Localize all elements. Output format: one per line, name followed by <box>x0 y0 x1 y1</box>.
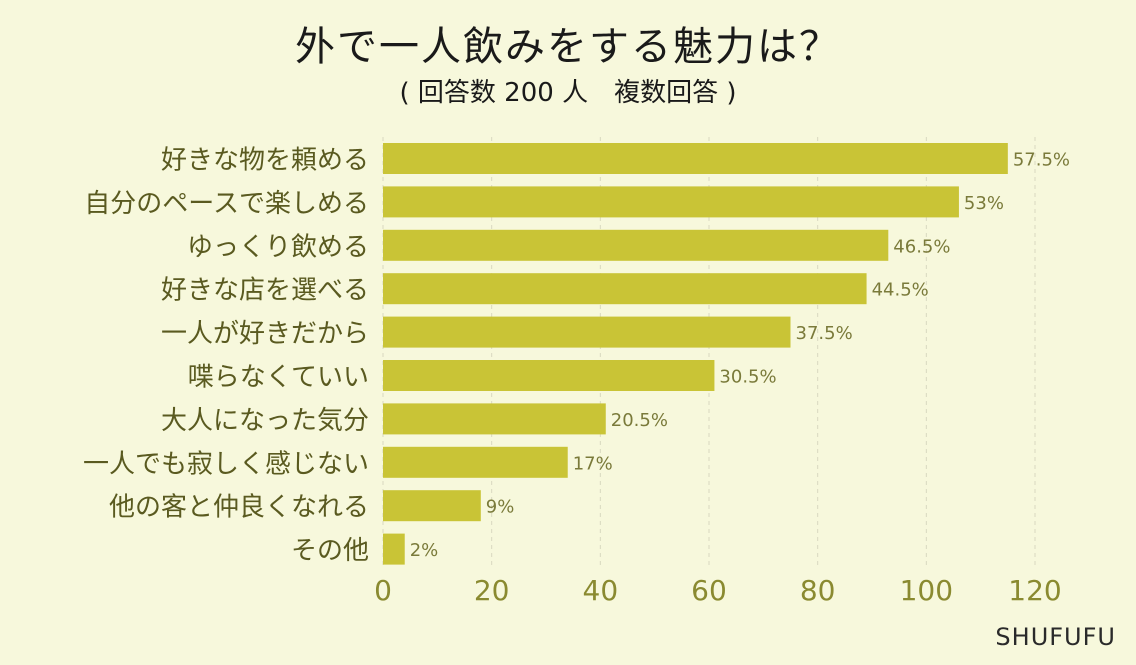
x-tick-label: 20 <box>474 574 510 607</box>
bar <box>383 273 867 305</box>
category-label: 好きな店を選べる <box>161 276 369 306</box>
data-label: 30.5% <box>719 367 776 388</box>
bar <box>383 143 1008 174</box>
bar <box>383 403 606 435</box>
data-label: 46.5% <box>893 236 950 257</box>
category-label: 好きな物を頼める <box>161 146 369 176</box>
chart-subtitle: ( 回答数 200 人 複数回答 ) <box>399 78 737 108</box>
category-label: 自分のペースで楽しめる <box>84 189 369 219</box>
data-label: 53% <box>964 193 1004 214</box>
data-label: 9% <box>486 497 515 518</box>
data-label: 20.5% <box>611 410 668 431</box>
data-label: 44.5% <box>872 280 929 301</box>
bar <box>383 316 791 348</box>
x-tick-label: 40 <box>583 574 619 607</box>
bar <box>383 229 889 261</box>
bar <box>383 490 481 522</box>
category-label: ゆっくり飲める <box>187 232 369 262</box>
chart-title: 外で一人飲みをする魅力は？ <box>295 24 841 70</box>
bar <box>383 186 959 218</box>
bar <box>383 533 405 565</box>
category-label: 喋らなくていい <box>188 363 369 393</box>
x-tick-label: 100 <box>900 574 953 607</box>
x-tick-label: 0 <box>374 574 392 607</box>
category-label: その他 <box>291 536 369 566</box>
data-label: 37.5% <box>796 323 853 344</box>
bar <box>383 360 715 391</box>
category-label: 大人になった気分 <box>161 406 369 436</box>
data-label: 17% <box>573 453 613 474</box>
credit-label: SHUFUFU <box>995 623 1116 651</box>
x-tick-label: 60 <box>691 574 727 607</box>
category-label: 他の客と仲良くなれる <box>109 493 369 523</box>
x-tick-label: 120 <box>1008 574 1061 607</box>
category-label: 一人でも寂しく感じない <box>83 449 369 479</box>
category-label: 一人が好きだから <box>161 319 369 349</box>
data-label: 2% <box>410 540 439 561</box>
x-tick-label: 80 <box>800 574 836 607</box>
bar <box>383 446 568 478</box>
data-label: 57.5% <box>1013 150 1070 171</box>
